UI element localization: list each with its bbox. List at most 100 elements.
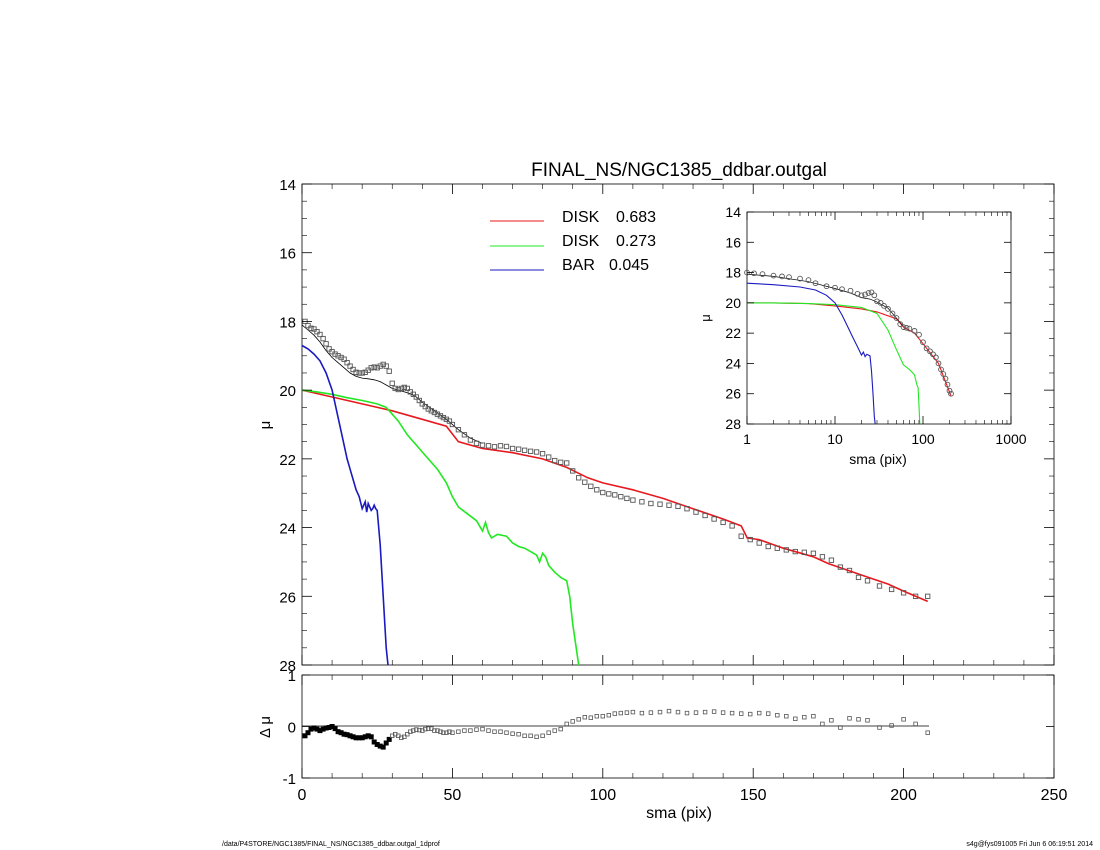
inset-observed-points: [744, 269, 954, 397]
residual-point: [480, 726, 485, 732]
y-tick-label: 16: [279, 246, 296, 263]
observed-point: [479, 442, 486, 448]
residual-point: [775, 713, 780, 718]
observed-point: [461, 432, 468, 438]
inset-observed-point: [779, 273, 785, 280]
inset-observed-point: [916, 331, 922, 338]
observed-point: [582, 479, 588, 485]
residual-point: [684, 710, 690, 716]
inset-x-tick-label: 1000: [995, 431, 1026, 447]
observed-point: [570, 468, 576, 474]
observed-point: [371, 364, 377, 370]
observed-point: [467, 437, 474, 443]
observed-point: [765, 543, 771, 550]
inset-observed-point: [823, 283, 830, 290]
observed-point: [552, 457, 558, 464]
x-tick-label: 0: [298, 787, 307, 804]
observed-point: [341, 356, 347, 362]
residual-points: [302, 708, 930, 750]
x-tick-label: 200: [890, 787, 917, 804]
residual-point: [423, 726, 428, 732]
observed-point: [440, 414, 447, 421]
residual-point: [432, 728, 437, 733]
observed-point: [380, 361, 386, 368]
observed-point: [311, 326, 317, 332]
inset-observed-point: [786, 274, 792, 280]
inset-observed-point: [897, 321, 904, 327]
inset-observed-point: [889, 310, 896, 317]
inset-observed-point: [839, 286, 845, 293]
legend-value-bar: 0.045: [609, 257, 649, 274]
residual-point: [447, 729, 452, 734]
residual-point: [877, 725, 882, 730]
observed-point: [401, 384, 407, 391]
residual-point: [426, 726, 431, 731]
observed-point: [846, 567, 853, 574]
residual-point: [739, 711, 744, 716]
inset-observed-point: [923, 345, 930, 352]
residual-point: [444, 730, 449, 735]
x-tick-label: 250: [1041, 787, 1068, 804]
observed-point: [729, 523, 735, 529]
observed-point: [446, 418, 453, 424]
residual-y-axis-label: Δ μ: [257, 716, 274, 738]
residual-point: [889, 723, 894, 728]
residual-point: [405, 732, 410, 737]
residual-point: [408, 729, 413, 734]
residual-point: [486, 728, 491, 733]
inset-observed-point: [903, 324, 910, 331]
observed-point: [473, 440, 480, 447]
y-tick-label: 20: [279, 383, 296, 400]
residual-point: [546, 730, 551, 735]
residual-y-tick-label: 1: [288, 668, 296, 685]
residual-y-tick-label: -1: [283, 771, 296, 788]
observed-point: [837, 564, 844, 570]
observed-point: [624, 495, 630, 502]
legend: DISK 0.683 DISK 0.273 BAR 0.045: [490, 209, 656, 274]
y-tick-label: 14: [279, 177, 296, 194]
legend-value-disk-1: 0.683: [616, 209, 656, 226]
residual-point: [729, 710, 735, 716]
observed-point: [828, 557, 835, 563]
observed-point: [576, 475, 582, 481]
residual-point: [913, 721, 918, 727]
inset-observed-point: [862, 291, 868, 298]
inset-series-line-disk-1: [747, 302, 921, 425]
residual-point: [386, 736, 392, 742]
observed-point: [389, 380, 395, 386]
residual-point: [305, 730, 311, 736]
inset-plot-panel: 14 16 18 20 22 24 26 28 1 10 100 1000 μ sma (pix): [698, 204, 1027, 467]
inset-observed-point: [865, 290, 872, 296]
observed-point: [783, 547, 789, 553]
observed-point: [395, 386, 401, 393]
legend-label-disk-1: DISK: [562, 209, 600, 226]
observed-point: [912, 593, 919, 599]
observed-point: [335, 353, 341, 359]
main-model-lines: [301, 324, 929, 666]
inset-observed-point: [906, 325, 913, 332]
residual-point: [552, 728, 557, 733]
inset-y-tick-label: 14: [725, 204, 741, 220]
legend-value-disk-2: 0.273: [616, 233, 656, 250]
main-plot-panel: 14 16 18 20 22 24 26 28 μ: [257, 177, 1055, 675]
chart-title: FINAL_NS/NGC1385_ddbar.outgal: [531, 160, 827, 181]
residual-x-axis-ticks: 0 50 100 150 200 250: [298, 675, 1068, 804]
observed-point: [900, 590, 907, 596]
observed-point: [359, 370, 365, 376]
residual-y-tick-label: 0: [288, 720, 296, 737]
inset-observed-point: [900, 324, 907, 330]
residual-point: [648, 710, 654, 715]
inset-observed-point: [942, 375, 949, 382]
y-tick-label: 28: [279, 658, 296, 675]
residual-point: [793, 716, 798, 721]
residual-point: [368, 734, 374, 740]
inset-y-tick-label: 22: [725, 325, 741, 341]
observed-point: [539, 451, 546, 457]
inset-observed-point: [847, 287, 854, 294]
inset-observed-point: [927, 348, 933, 355]
residual-point: [570, 719, 575, 724]
observed-point: [711, 516, 717, 522]
observed-point: [491, 444, 498, 450]
inset-x-axis-label: sma (pix): [849, 451, 907, 467]
inset-observed-point: [797, 275, 803, 282]
